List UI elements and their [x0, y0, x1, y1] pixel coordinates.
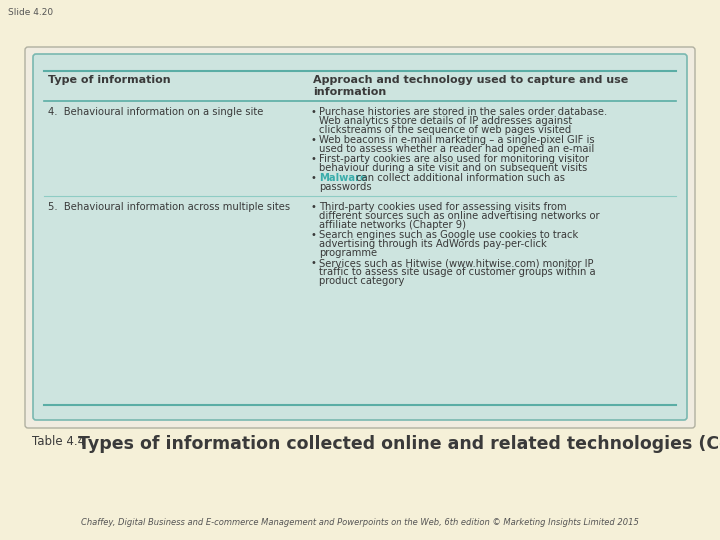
Text: Third-party cookies used for assessing visits from: Third-party cookies used for assessing v… — [319, 202, 567, 212]
Text: Web beacons in e-mail marketing – a single-pixel GIF is: Web beacons in e-mail marketing – a sing… — [319, 135, 595, 145]
Text: Malware: Malware — [319, 173, 366, 183]
Text: product category: product category — [319, 276, 405, 286]
Text: Type of information: Type of information — [48, 75, 171, 85]
Text: •: • — [311, 202, 317, 212]
Text: behaviour during a site visit and on subsequent visits: behaviour during a site visit and on sub… — [319, 163, 588, 173]
Text: affiliate networks (Chapter 9): affiliate networks (Chapter 9) — [319, 220, 466, 230]
Text: Web analytics store details of IP addresses against: Web analytics store details of IP addres… — [319, 116, 572, 126]
Text: •: • — [311, 258, 317, 268]
Text: •: • — [311, 135, 317, 145]
Text: Purchase histories are stored in the sales order database.: Purchase histories are stored in the sal… — [319, 107, 607, 117]
Text: passwords: passwords — [319, 182, 372, 192]
Text: •: • — [311, 107, 317, 117]
Text: Types of information collected online and related technologies (Continued): Types of information collected online an… — [66, 435, 720, 453]
Text: Table 4.4: Table 4.4 — [32, 435, 85, 448]
Text: clickstreams of the sequence of web pages visited: clickstreams of the sequence of web page… — [319, 125, 571, 135]
Text: Services such as Hitwise (www.hitwise.com) monitor IP: Services such as Hitwise (www.hitwise.co… — [319, 258, 593, 268]
FancyBboxPatch shape — [33, 54, 687, 420]
Text: Search engines such as Google use cookies to track: Search engines such as Google use cookie… — [319, 230, 578, 240]
Text: First-party cookies are also used for monitoring visitor: First-party cookies are also used for mo… — [319, 154, 589, 164]
Text: Slide 4.20: Slide 4.20 — [8, 8, 53, 17]
Text: can collect additional information such as: can collect additional information such … — [353, 173, 565, 183]
Text: 5.  Behavioural information across multiple sites: 5. Behavioural information across multip… — [48, 202, 290, 212]
Text: Approach and technology used to capture and use
information: Approach and technology used to capture … — [313, 75, 628, 97]
Text: used to assess whether a reader had opened an e-mail: used to assess whether a reader had open… — [319, 144, 594, 154]
Text: advertising through its AdWords pay-per-click: advertising through its AdWords pay-per-… — [319, 239, 546, 249]
Text: 4.  Behavioural information on a single site: 4. Behavioural information on a single s… — [48, 107, 264, 117]
Text: traffic to assess site usage of customer groups within a: traffic to assess site usage of customer… — [319, 267, 595, 277]
Text: •: • — [311, 230, 317, 240]
Text: •: • — [311, 173, 317, 183]
Text: programme: programme — [319, 248, 377, 258]
Text: different sources such as online advertising networks or: different sources such as online adverti… — [319, 211, 600, 221]
FancyBboxPatch shape — [25, 47, 695, 428]
Text: Chaffey, Digital Business and E-commerce Management and Powerpoints on the Web, : Chaffey, Digital Business and E-commerce… — [81, 518, 639, 527]
Text: •: • — [311, 154, 317, 164]
